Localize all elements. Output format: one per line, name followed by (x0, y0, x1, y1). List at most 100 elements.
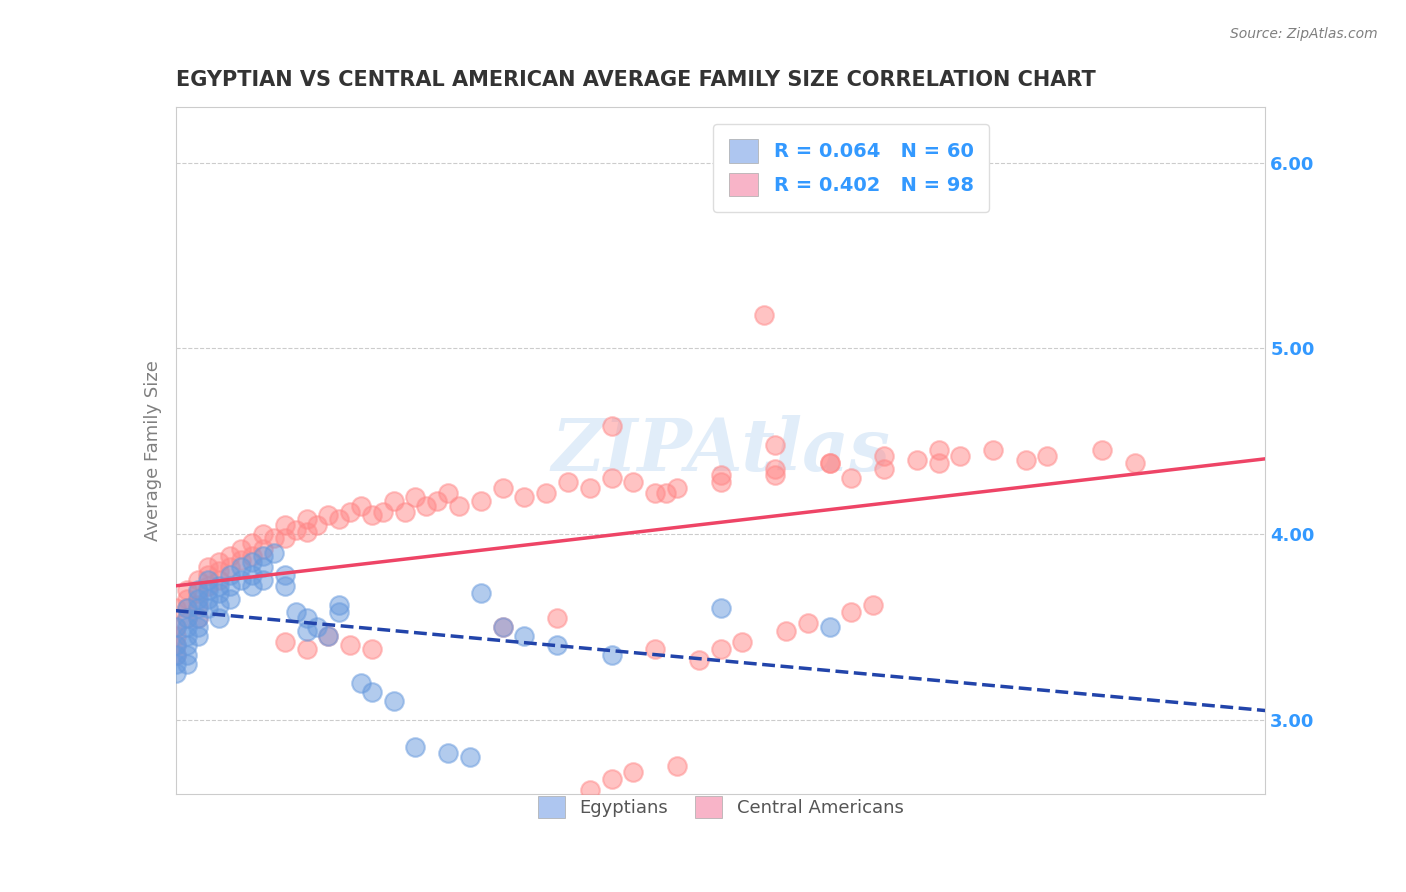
Point (165, 639, 187, 653)
Point (284, 605, 307, 619)
Point (186, 598, 209, 612)
Point (754, 308, 776, 322)
Point (186, 591, 209, 606)
Point (600, 419, 623, 434)
Point (513, 629, 536, 643)
Point (600, 471, 623, 485)
Point (382, 694, 405, 708)
Point (644, 642, 666, 657)
Point (763, 438, 786, 452)
Point (1123, 457, 1146, 471)
Point (350, 675, 373, 690)
Point (350, 499, 373, 513)
Point (252, 560, 274, 574)
Point (666, 759, 689, 773)
Point (382, 493, 405, 508)
Point (546, 610, 568, 624)
Point (360, 508, 382, 523)
Point (208, 574, 231, 588)
Point (186, 610, 209, 624)
Point (841, 471, 863, 485)
Point (981, 443, 1004, 458)
Point (176, 601, 198, 615)
Point (818, 457, 841, 471)
Point (274, 517, 297, 532)
Point (240, 549, 263, 564)
Point (197, 601, 219, 615)
Point (318, 508, 340, 523)
Point (600, 772, 623, 786)
Point (252, 549, 274, 564)
Point (186, 610, 209, 624)
Point (818, 620, 841, 634)
Point (763, 462, 786, 476)
Point (470, 586, 492, 600)
Point (437, 746, 460, 760)
Point (219, 579, 242, 593)
Point (274, 634, 297, 648)
Point (165, 648, 187, 662)
Point (710, 601, 733, 615)
Point (295, 525, 318, 540)
Point (231, 541, 253, 556)
Point (666, 481, 689, 495)
Point (165, 629, 187, 643)
Point (208, 555, 231, 569)
Point (252, 527, 274, 541)
Point (231, 574, 253, 588)
Point (295, 624, 318, 638)
Text: Source: ZipAtlas.com: Source: ZipAtlas.com (1230, 27, 1378, 41)
Point (240, 555, 263, 569)
Point (186, 629, 209, 643)
Point (176, 620, 198, 634)
Point (905, 452, 928, 467)
Point (360, 685, 382, 699)
Point (600, 648, 623, 662)
Point (165, 657, 187, 671)
Point (219, 560, 242, 574)
Point (165, 601, 187, 615)
Point (426, 493, 449, 508)
Point (710, 467, 733, 482)
Point (360, 642, 382, 657)
Point (176, 610, 198, 624)
Point (165, 620, 187, 634)
Point (219, 567, 242, 582)
Point (621, 475, 644, 489)
Point (405, 740, 427, 755)
Point (447, 499, 470, 513)
Point (186, 582, 209, 597)
Point (240, 579, 263, 593)
Point (655, 486, 678, 500)
Point (763, 467, 786, 482)
Point (328, 605, 350, 619)
Point (208, 564, 231, 578)
Point (165, 648, 187, 662)
Point (240, 567, 263, 582)
Point (176, 591, 198, 606)
Point (165, 666, 187, 681)
Point (1015, 452, 1038, 467)
Point (775, 624, 797, 638)
Point (644, 486, 666, 500)
Point (371, 505, 394, 519)
Point (339, 505, 361, 519)
Point (318, 629, 340, 643)
Text: ZIPAtlas: ZIPAtlas (551, 415, 890, 486)
Point (492, 481, 515, 495)
Point (176, 639, 198, 653)
Point (862, 598, 884, 612)
Legend: Egyptians, Central Americans: Egyptians, Central Americans (523, 782, 918, 833)
Point (318, 629, 340, 643)
Point (176, 601, 198, 615)
Point (458, 749, 481, 764)
Point (274, 567, 297, 582)
Point (492, 620, 515, 634)
Point (873, 462, 896, 476)
Point (252, 574, 274, 588)
Point (208, 610, 231, 624)
Point (873, 449, 896, 463)
Point (295, 512, 318, 526)
Point (274, 531, 297, 545)
Point (513, 490, 536, 504)
